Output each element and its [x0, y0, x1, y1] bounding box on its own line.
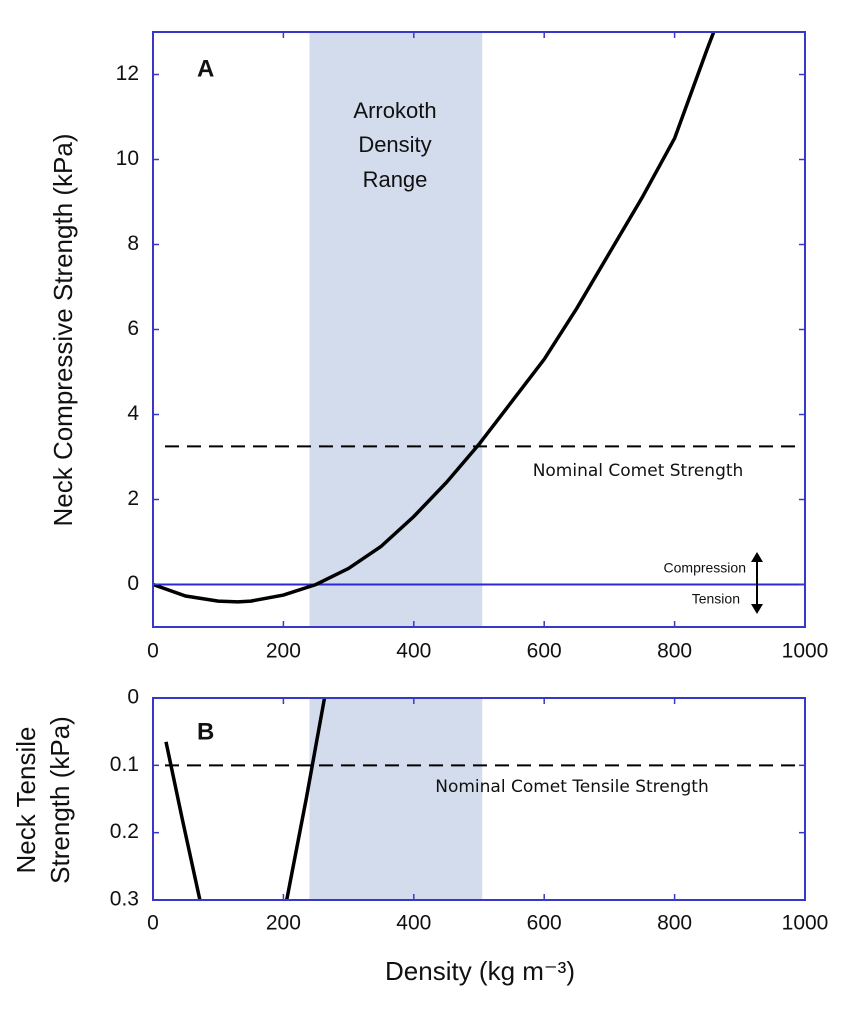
- x-tick-label: 400: [396, 640, 431, 663]
- y-tick-label: 8: [127, 232, 139, 255]
- y-tick-label: 2: [127, 487, 139, 510]
- shaded-range: [309, 698, 483, 900]
- x-tick-label: 1000: [782, 912, 829, 935]
- arrow: [751, 552, 763, 614]
- x-tick-label: 800: [657, 912, 692, 935]
- y-tick-label: 4: [127, 402, 139, 425]
- plot-frame: [152, 31, 806, 628]
- y-tick-label: 10: [116, 147, 139, 170]
- x-tick-label: 0: [147, 640, 159, 663]
- y-tick-label: 0: [127, 572, 139, 595]
- panel-label: A: [197, 55, 214, 82]
- plot-layer: 0 2 4 6 8 10 12 0 200 400 600 800 1000 0 0.1 0.2 0.3 0 200…: [110, 31, 829, 935]
- y-tick-label: 0.1: [110, 753, 139, 776]
- y-axis-label: Neck Compressive Strength (kPa): [48, 133, 78, 526]
- shade-label: Range: [363, 167, 428, 192]
- shaded-range: [309, 32, 483, 627]
- x-tick-label: 0: [147, 912, 159, 935]
- x-tick-label: 600: [527, 640, 562, 663]
- x-tick-label: 800: [657, 640, 692, 663]
- panel-label: B: [197, 718, 214, 745]
- x-axis-label: Density (kg m⁻³): [385, 956, 575, 986]
- x-tick-label: 200: [266, 640, 301, 663]
- y-tick-label: 0.2: [110, 820, 139, 843]
- x-tick-label: 1000: [782, 640, 829, 663]
- y-tick-label: 0: [127, 686, 139, 709]
- shade-label: Arrokoth: [353, 98, 436, 123]
- y-tick-label: 12: [116, 62, 139, 85]
- zero-label: Tension: [692, 591, 740, 607]
- y-axis-label: Neck Tensile: [11, 727, 41, 874]
- y-tick-label: 6: [127, 317, 139, 340]
- shade-label: Density: [358, 132, 431, 157]
- x-tick-label: 600: [527, 912, 562, 935]
- curve: [152, 31, 716, 604]
- x-tick-label: 400: [396, 912, 431, 935]
- zero-label: Compression: [664, 560, 746, 576]
- y-axis-label: Strength (kPa): [45, 716, 75, 884]
- y-tick-label: 0.3: [110, 888, 139, 911]
- reference-label: Nominal Comet Strength: [533, 461, 744, 481]
- reference-label: Nominal Comet Tensile Strength: [435, 777, 709, 797]
- x-tick-label: 200: [266, 912, 301, 935]
- plot-frame: [152, 697, 806, 901]
- curve: [164, 697, 327, 901]
